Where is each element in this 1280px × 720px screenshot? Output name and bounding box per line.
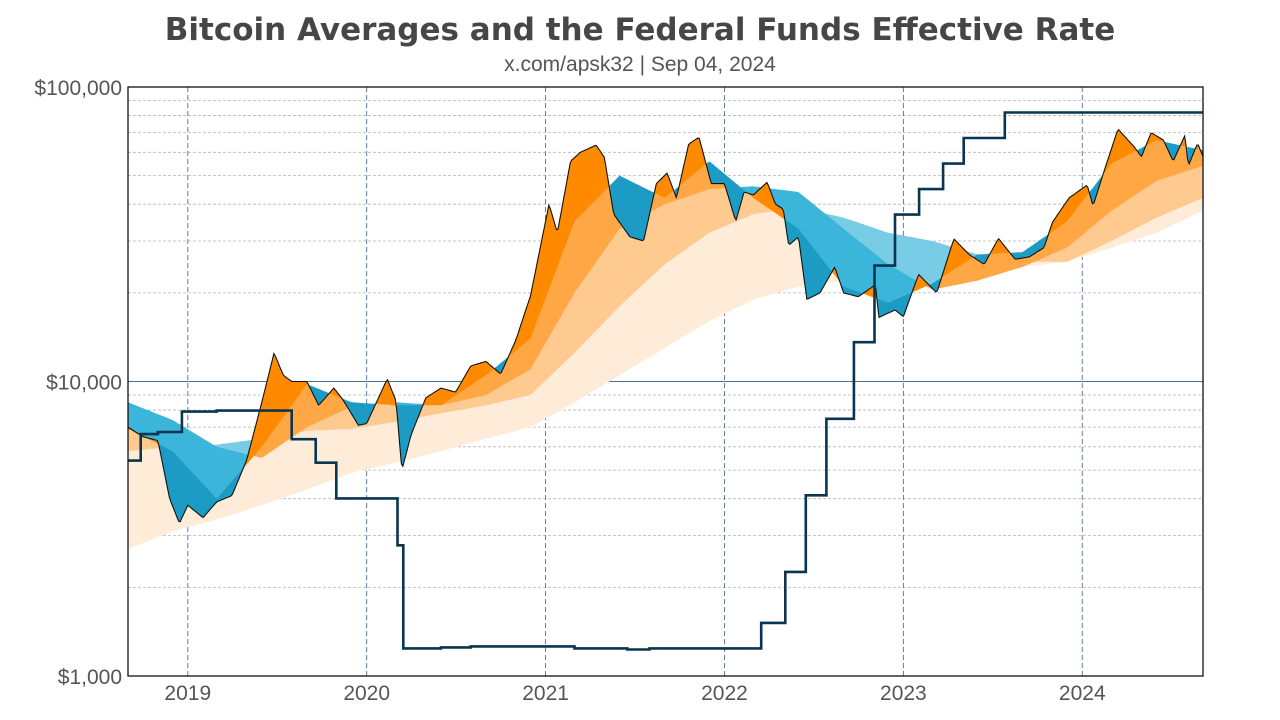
below-average-band-1	[1164, 141, 1182, 160]
x-tick-label: 2022	[701, 682, 748, 705]
x-tick-label: 2021	[522, 682, 569, 705]
above-average-band-1	[422, 361, 495, 406]
below-average-band-1	[974, 251, 992, 264]
plot-frame	[127, 86, 1204, 677]
above-average-band-1	[991, 238, 1011, 255]
above-average-band-1	[748, 182, 786, 223]
axes: 2019 2020 2021 2022 2023 2024 $1,000 $10,000 $10…	[34, 77, 1204, 705]
bitcoin-price-line	[127, 128, 1204, 523]
above-average-band-1	[330, 388, 343, 400]
above-average-band-1	[679, 138, 707, 186]
below-average-band-1	[1011, 231, 1050, 260]
above-average-band-1	[144, 437, 159, 445]
above-average-band-3	[128, 427, 161, 453]
above-average-band-1	[1049, 185, 1090, 234]
above-average-band-1	[1181, 136, 1188, 160]
above-average-band-3	[418, 138, 784, 418]
above-average-band-1	[376, 379, 397, 410]
below-average-band-1	[785, 219, 833, 300]
y-tick-label: $1,000	[58, 666, 122, 689]
below-average-band-1	[1089, 174, 1104, 204]
above-average-band-1	[912, 274, 930, 293]
above-average-band-1	[1196, 145, 1202, 153]
y-tick-label: $10,000	[46, 372, 122, 395]
chart-subtitle: x.com/apsk32 | Sep 04, 2024	[504, 53, 776, 76]
data-lines	[127, 111, 1204, 651]
above-average-band-1	[941, 239, 975, 278]
chart-title: Bitcoin Averages and the Federal Funds E…	[164, 12, 1116, 48]
x-tick-label: 2020	[343, 682, 390, 705]
above-average-band-1	[654, 173, 675, 198]
above-average-band-1	[1146, 133, 1165, 146]
y-tick-label: $100,000	[34, 77, 122, 100]
fed-funds-rate-line	[128, 111, 1203, 651]
x-tick-label: 2024	[1059, 682, 1106, 705]
above-average-band-4	[826, 267, 841, 284]
x-tick-label: 2023	[880, 682, 927, 705]
below-average-band-1	[158, 444, 245, 522]
below-average-band-1	[309, 385, 331, 405]
below-average-band-1	[707, 161, 749, 220]
below-average-band-1	[877, 290, 913, 318]
average-bands	[128, 129, 1203, 549]
below-average-band-1	[495, 355, 509, 374]
above-average-band-1	[508, 145, 611, 357]
x-tick-label: 2019	[164, 682, 211, 705]
